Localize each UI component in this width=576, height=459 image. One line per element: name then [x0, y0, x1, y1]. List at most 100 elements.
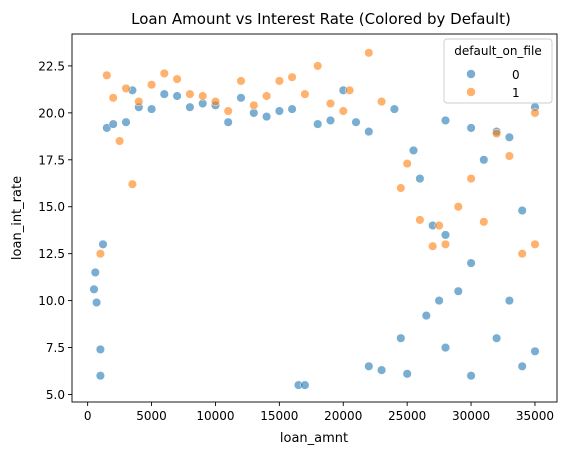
data-point-series-0-12: [159, 89, 169, 99]
x-tick-label-3: 15000: [260, 409, 298, 423]
data-point-series-0-17: [223, 117, 233, 127]
legend: default_on_file 0 1: [443, 38, 553, 104]
data-point-series-0-55: [421, 311, 431, 321]
x-tick-label-4: 20000: [324, 409, 362, 423]
data-point-series-0-51: [377, 365, 387, 375]
y-axis-ticks: 5.0 7.5 10.0 12.5 15.0 17.5 20.0 22.5: [38, 59, 72, 402]
data-point-series-1-8: [198, 91, 208, 101]
data-point-series-0-39: [466, 371, 476, 381]
data-point-series-1-26: [492, 128, 502, 139]
data-point-series-1-35: [325, 98, 336, 109]
data-point-series-0-44: [504, 132, 514, 142]
data-point-series-0-4: [95, 371, 105, 381]
data-point-series-0-0: [89, 284, 99, 294]
data-point-series-1-36: [396, 183, 406, 193]
data-point-series-1-31: [95, 249, 105, 259]
data-point-series-0-50: [396, 333, 406, 343]
data-point-series-1-4: [147, 80, 157, 90]
data-point-series-0-18: [236, 93, 246, 103]
x-tick-label-0: 0: [84, 409, 92, 423]
x-axis-ticks: 0 5000 10000 15000 20000 25000 30000 35000: [84, 402, 554, 423]
data-point-series-1-16: [338, 106, 348, 116]
data-point-series-1-3: [134, 97, 144, 107]
data-point-series-1-14: [287, 72, 297, 82]
data-point-series-0-1: [90, 267, 100, 277]
data-point-series-1-30: [530, 239, 540, 249]
data-point-series-1-32: [115, 136, 125, 146]
y-tick-label-5: 17.5: [38, 153, 65, 167]
data-point-series-0-24: [300, 380, 310, 390]
data-point-series-0-5: [98, 239, 108, 249]
data-point-series-1-20: [415, 215, 425, 225]
data-point-series-1-24: [466, 174, 476, 184]
y-tick-label-1: 7.5: [46, 341, 65, 355]
legend-box: [443, 38, 553, 104]
legend-label-0: 0: [512, 68, 520, 82]
x-tick-label-5: 25000: [388, 409, 426, 423]
x-axis-label: loan_amnt: [280, 431, 348, 446]
data-point-series-1-11: [236, 76, 246, 86]
data-point-series-1-34: [345, 85, 355, 95]
legend-label-1: 1: [512, 86, 520, 100]
y-tick-label-4: 15.0: [38, 200, 65, 214]
data-point-series-1-29: [530, 108, 540, 118]
data-point-series-0-52: [364, 361, 374, 371]
data-point-series-0-11: [147, 104, 157, 114]
data-point-series-1-22: [440, 239, 451, 249]
data-point-series-0-32: [415, 174, 425, 184]
data-point-series-1-15: [313, 61, 323, 71]
data-point-series-0-40: [479, 155, 489, 165]
data-point-series-0-45: [517, 361, 527, 371]
data-point-series-1-21: [428, 241, 438, 251]
axes-frame: [71, 33, 558, 403]
data-point-series-0-3: [95, 344, 105, 354]
x-tick-label-6: 30000: [452, 409, 490, 423]
data-point-series-1-23: [453, 202, 463, 212]
legend-marker-1: [466, 87, 476, 97]
data-point-series-0-31: [402, 369, 412, 379]
data-point-series-0-53: [466, 258, 476, 268]
data-point-series-0-43: [504, 296, 514, 306]
data-point-series-1-9: [210, 97, 221, 107]
data-point-series-0-29: [364, 127, 374, 137]
data-point-series-1-7: [185, 89, 195, 99]
data-point-series-1-0: [102, 70, 112, 80]
data-point-series-1-27: [504, 151, 514, 161]
x-tick-label-2: 10000: [196, 409, 234, 423]
y-axis-label: loan_int_rate: [10, 176, 25, 260]
data-point-series-1-18: [377, 97, 387, 107]
data-point-series-1-2: [121, 83, 131, 93]
data-point-series-1-10: [223, 106, 233, 116]
data-point-series-1-37: [300, 89, 310, 99]
x-tick-label-1: 5000: [136, 409, 167, 423]
data-point-series-0-26: [325, 115, 336, 125]
chart-title: Loan Amount vs Interest Rate (Colored by…: [131, 10, 511, 28]
y-tick-label-6: 20.0: [38, 106, 65, 120]
plot-points: [89, 48, 540, 390]
data-point-series-0-28: [351, 117, 361, 127]
data-point-series-1-38: [274, 76, 284, 86]
y-tick-label-3: 12.5: [38, 247, 65, 261]
data-point-series-0-14: [185, 102, 195, 112]
data-point-series-1-33: [127, 179, 137, 189]
data-point-series-0-34: [434, 296, 444, 306]
y-tick-label-7: 22.5: [38, 59, 65, 73]
data-point-series-1-5: [159, 68, 169, 78]
data-point-series-0-41: [492, 333, 502, 343]
data-point-series-1-12: [249, 100, 259, 110]
data-point-series-0-35: [440, 343, 451, 353]
data-point-series-0-8: [121, 117, 131, 127]
data-point-series-1-13: [262, 91, 272, 101]
data-point-series-0-2: [92, 297, 102, 308]
data-point-series-0-49: [408, 145, 419, 155]
data-point-series-0-22: [287, 104, 297, 114]
data-point-series-1-1: [108, 93, 118, 103]
data-point-series-0-54: [440, 230, 451, 240]
data-point-series-1-39: [434, 220, 444, 231]
data-point-series-1-6: [172, 74, 182, 84]
data-point-series-1-28: [517, 249, 527, 259]
data-point-series-0-21: [274, 106, 284, 116]
data-point-series-0-38: [466, 123, 476, 133]
data-point-series-0-13: [172, 91, 182, 101]
